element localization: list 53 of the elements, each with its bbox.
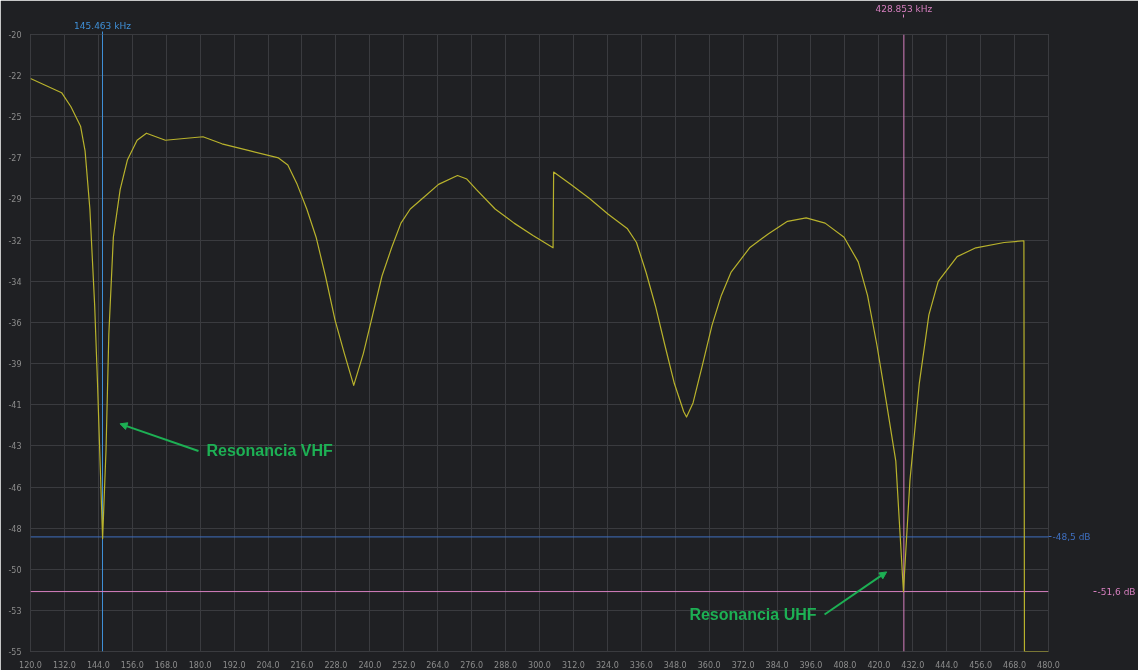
x-tick-label: 468.0 [1003,660,1027,670]
y-tick-label: -48 [8,524,22,534]
y-tick-label: -46 [8,483,22,493]
x-tick-label: 228.0 [324,660,348,670]
x-tick-label: 252.0 [392,660,416,670]
x-tick-label: 432.0 [901,660,925,670]
x-tick-label: 480.0 [1037,660,1060,670]
y-tick-label: -53 [8,606,22,616]
x-tick-label: 288.0 [494,660,518,670]
x-tick-label: 204.0 [256,660,280,670]
y-tick-label: -29 [8,195,22,205]
y-tick-label: -55 [8,648,22,657]
annotation: Resonancia UHF [689,605,817,623]
y-tick-label: -36 [8,318,22,328]
x-tick-label: 144.0 [86,660,110,670]
y-tick-label: -20 [8,31,22,40]
ref-line-label: -51,6 dB [1097,586,1136,597]
x-tick-label: 264.0 [426,660,450,670]
x-tick-label: 324.0 [595,660,619,670]
x-tick-label: 240.0 [358,660,382,670]
x-tick-label: 168.0 [154,660,178,670]
y-tick-label: -39 [8,360,22,370]
x-tick-label: 192.0 [222,660,246,670]
annotation: Resonancia VHF [206,442,333,460]
x-tick-label: 444.0 [935,660,959,670]
ref-line-label: 428.853 kHz [875,3,933,14]
ref-line-label: -48,5 dB [1052,531,1091,542]
y-tick-label: -34 [8,277,22,287]
y-tick-label: -41 [8,401,22,411]
x-tick-label: 408.0 [833,660,857,670]
x-tick-label: 276.0 [460,660,484,670]
x-tick-label: 420.0 [867,660,891,670]
y-tick-label: -27 [8,154,22,164]
x-tick-label: 132.0 [52,660,76,670]
y-tick-label: -25 [8,113,22,123]
ref-line-label: 145.463 kHz [74,20,132,31]
x-tick-label: 120.0 [19,660,42,670]
x-tick-label: 360.0 [697,660,721,670]
x-tick-label: 384.0 [765,660,789,670]
x-tick-label: 156.0 [120,660,144,670]
x-tick-label: 312.0 [561,660,585,670]
x-tick-label: 216.0 [290,660,314,670]
x-tick-label: 456.0 [969,660,993,670]
y-tick-label: -43 [8,442,22,452]
x-tick-label: 348.0 [663,660,687,670]
y-tick-label: -32 [8,236,22,246]
y-tick-label: -50 [8,565,22,575]
x-tick-label: 180.0 [188,660,212,670]
x-tick-label: 336.0 [629,660,653,670]
x-tick-label: 396.0 [799,660,823,670]
y-tick-label: -22 [8,72,22,82]
x-tick-label: 300.0 [528,660,551,670]
x-tick-label: 372.0 [731,660,755,670]
